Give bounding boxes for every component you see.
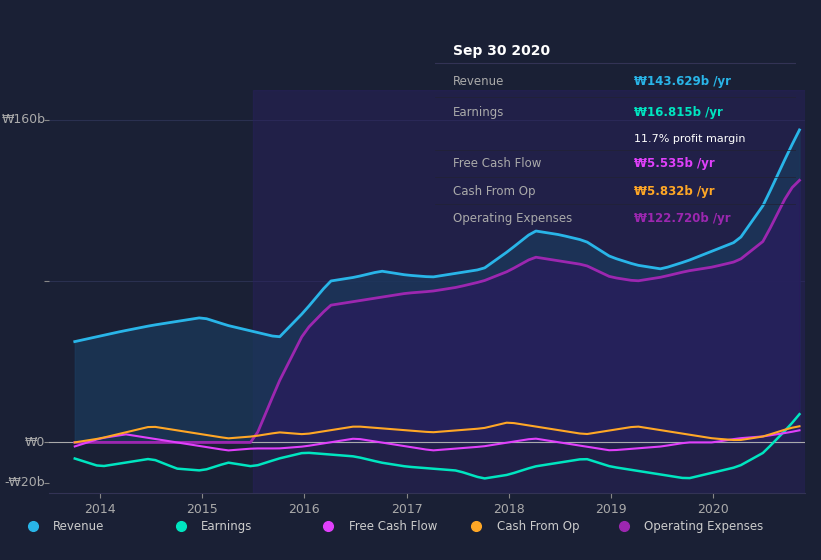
Text: Sep 30 2020: Sep 30 2020: [453, 44, 550, 58]
Text: ₩5.535b /yr: ₩5.535b /yr: [634, 157, 714, 170]
Text: Free Cash Flow: Free Cash Flow: [349, 520, 438, 533]
Text: ₩160b: ₩160b: [2, 113, 45, 127]
Text: ₩16.815b /yr: ₩16.815b /yr: [634, 106, 722, 119]
Text: ₩0: ₩0: [25, 436, 45, 449]
Text: ₩5.832b /yr: ₩5.832b /yr: [634, 185, 714, 198]
Text: Operating Expenses: Operating Expenses: [644, 520, 764, 533]
Text: Cash From Op: Cash From Op: [453, 185, 535, 198]
Text: ₩143.629b /yr: ₩143.629b /yr: [634, 75, 731, 88]
Bar: [254, 90, 805, 493]
Text: ₩122.720b /yr: ₩122.720b /yr: [634, 212, 731, 225]
Text: 11.7% profit margin: 11.7% profit margin: [634, 134, 745, 144]
Text: Revenue: Revenue: [453, 75, 505, 88]
Text: Operating Expenses: Operating Expenses: [453, 212, 572, 225]
Text: -₩20b: -₩20b: [5, 476, 45, 489]
Text: Revenue: Revenue: [53, 520, 105, 533]
Text: Free Cash Flow: Free Cash Flow: [453, 157, 542, 170]
Text: Earnings: Earnings: [453, 106, 505, 119]
Text: Cash From Op: Cash From Op: [497, 520, 579, 533]
Text: Earnings: Earnings: [201, 520, 253, 533]
